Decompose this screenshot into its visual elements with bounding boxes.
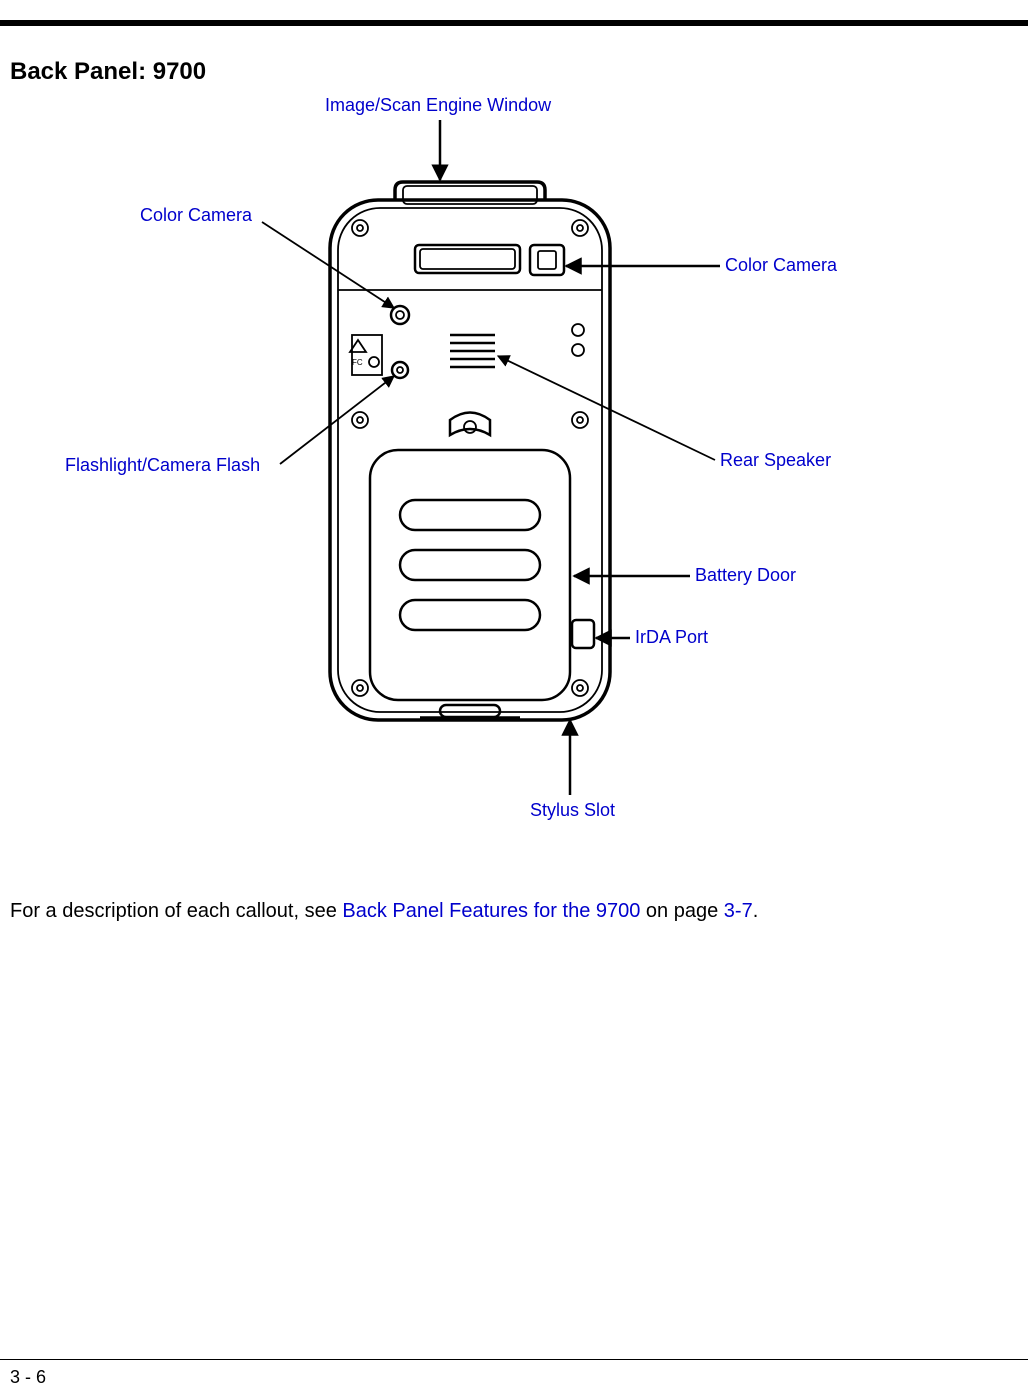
section-heading: Back Panel: 9700 [10, 58, 206, 86]
cross-ref-link[interactable]: Back Panel Features for the 9700 [342, 900, 640, 922]
svg-text:FC: FC [352, 358, 363, 367]
label-battery-door: Battery Door [695, 565, 796, 586]
body-mid: on page [640, 900, 723, 922]
page-number: 3 - 6 [10, 1367, 46, 1388]
label-color-camera-right: Color Camera [725, 255, 837, 276]
body-prefix: For a description of each callout, see [10, 900, 342, 922]
back-panel-diagram: Image/Scan Engine Window Color Camera Co… [0, 90, 1028, 880]
body-suffix: . [753, 900, 759, 922]
cross-ref-page[interactable]: 3-7 [724, 900, 753, 922]
page-bottom-rule [0, 1359, 1028, 1360]
label-flash: Flashlight/Camera Flash [65, 455, 260, 476]
description-paragraph: For a description of each callout, see B… [10, 900, 758, 923]
label-rear-speaker: Rear Speaker [720, 450, 831, 471]
page-top-rule [0, 20, 1028, 26]
label-stylus-slot: Stylus Slot [530, 800, 615, 821]
label-irda-port: IrDA Port [635, 627, 708, 648]
label-color-camera-left: Color Camera [140, 205, 252, 226]
label-scan-window: Image/Scan Engine Window [325, 95, 551, 116]
